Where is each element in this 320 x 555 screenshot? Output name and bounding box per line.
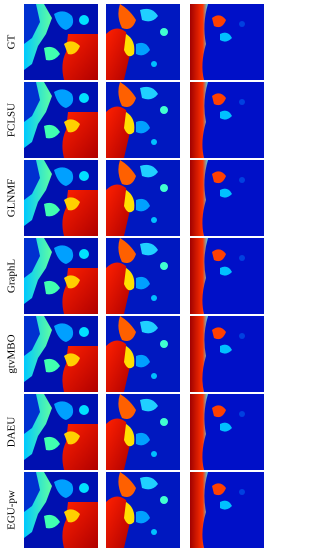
abundance-map xyxy=(190,82,264,158)
abundance-map xyxy=(24,472,98,548)
row-label: FCLSU xyxy=(6,103,18,137)
abundance-map xyxy=(190,4,264,80)
abundance-map xyxy=(106,160,180,236)
abundance-map xyxy=(190,160,264,236)
figure: GT FCLSU GLNMF GraphL gtvMBO DAEU EGU-pw xyxy=(6,4,264,548)
row-label: EGU-pw xyxy=(6,490,18,530)
abundance-map xyxy=(24,82,98,158)
abundance-map xyxy=(106,472,180,548)
abundance-map xyxy=(106,4,180,80)
abundance-map xyxy=(24,238,98,314)
abundance-map xyxy=(106,238,180,314)
row-label: gtvMBO xyxy=(6,334,18,373)
abundance-map xyxy=(190,394,264,470)
abundance-map xyxy=(24,4,98,80)
abundance-map xyxy=(24,160,98,236)
row-label: GraphL xyxy=(6,259,18,293)
abundance-map xyxy=(24,316,98,392)
abundance-map xyxy=(106,394,180,470)
abundance-map xyxy=(190,238,264,314)
row-label: DAEU xyxy=(6,417,18,448)
row-label: GLNMF xyxy=(6,179,18,218)
abundance-map xyxy=(24,394,98,470)
abundance-map xyxy=(190,472,264,548)
row-label: GT xyxy=(6,34,18,49)
abundance-map xyxy=(190,316,264,392)
abundance-map xyxy=(106,316,180,392)
abundance-map xyxy=(106,82,180,158)
